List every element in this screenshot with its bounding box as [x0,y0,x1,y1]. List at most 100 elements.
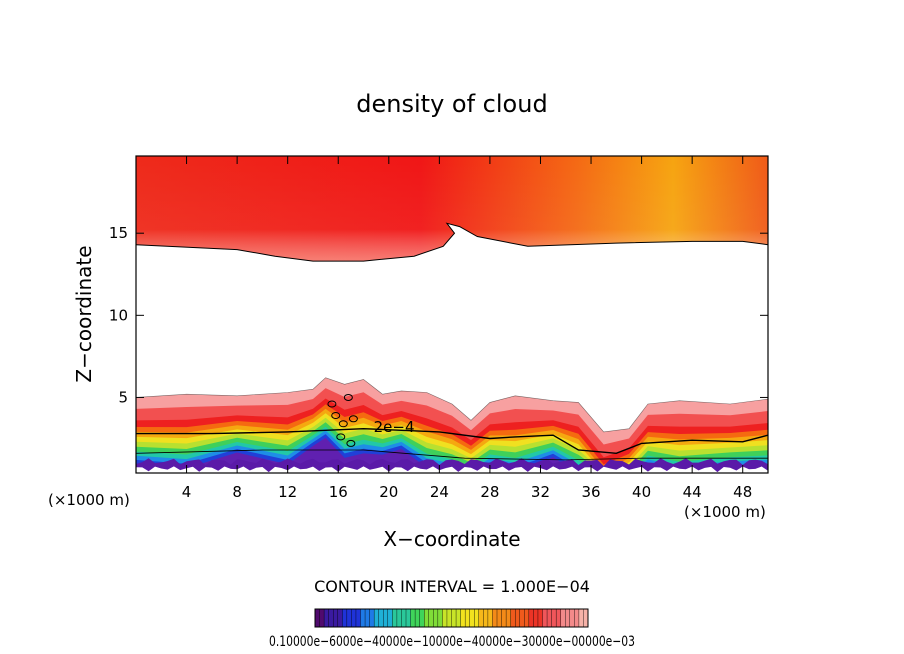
colorbar-swatch [396,608,402,628]
colorbar-swatch [464,608,471,628]
colorbar-swatch [524,608,530,628]
colorbar-swatch [419,608,425,628]
colorbar-swatch [355,608,362,628]
x-tick-label: 40 [632,483,651,501]
colorbar-swatch [333,608,339,628]
colorbar-swatch [455,608,462,628]
colorbar-swatch [319,608,325,628]
colorbar-swatch [537,608,544,628]
colorbar-swatch [528,608,534,628]
colorbar [314,608,589,628]
x-tick-label: 44 [683,483,702,501]
contour-blob [338,420,348,428]
x-tick-label: 28 [480,483,499,501]
colorbar-swatch [510,608,516,628]
colorbar-swatch [492,608,498,628]
upper-cloud-layer [136,156,768,262]
colorbar-swatch [578,608,584,628]
colorbar-swatch [428,608,434,628]
contour-2e-4-line [136,427,768,455]
x-axis-ticks: 4 8 12 16 20 24 28 32 36 40 44 48 [182,156,752,501]
upper-cloud-base-contour [136,222,768,262]
contour-blob [331,412,341,420]
x-tick-label: 36 [581,483,600,501]
colorbar-swatch [551,608,557,628]
colorbar-swatch [369,608,375,628]
colorbar-swatch [346,608,352,628]
contour-blob [343,393,353,401]
colorbar-swatch [364,608,371,628]
contour-blob [336,433,346,441]
y-axis-label: Z−coordinate [72,245,96,382]
contour-interval-text: CONTOUR INTERVAL = 1.000E−04 [314,577,590,596]
colorbar-swatch [560,608,566,628]
x-tick-label: 4 [182,483,192,501]
colorbar-swatch [487,608,493,628]
colorbar-swatch [414,608,421,628]
colorbar-swatch [460,608,466,628]
x-unit-right: (×1000 m) [684,503,766,521]
colorbar-swatch [383,608,389,628]
colorbar-swatch [401,608,407,628]
colorbar-swatch [496,608,503,628]
colorbar-swatch [565,608,571,628]
colorbar-swatch [378,608,384,628]
contour-blob [327,400,337,408]
lower-cloud-layer [136,377,768,473]
colorbar-swatch [469,608,475,628]
colorbar-swatch [360,608,366,628]
colorbar-swatch [387,608,393,628]
colorbar-swatch [373,608,380,628]
colorbar-swatch [442,608,448,628]
colorbar-swatch [451,608,457,628]
x-tick-label: 8 [232,483,242,501]
below-cloud-clear [136,466,768,473]
colorbar-swatch [446,608,453,628]
colorbar-swatch [505,608,512,628]
y-tick-label: 10 [109,306,128,324]
chart-title: density of cloud [356,90,547,118]
colorbar-swatch [314,608,321,628]
upper-cloud-edge-shade [136,156,768,262]
y-axis-ticks: 5 10 15 [109,224,768,406]
colorbar-swatch [328,608,334,628]
x-tick-label: 32 [531,483,550,501]
colorbar-swatch [569,608,575,628]
colorbar-swatch [501,608,507,628]
contour-top-line [136,377,768,433]
colorbar-swatch [474,608,480,628]
plot-area [136,156,768,473]
colorbar-swatch [405,608,412,628]
colorbar-swatch [433,608,439,628]
colorbar-swatch [392,608,398,628]
x-tick-label: 24 [430,483,449,501]
plot-frame [135,155,769,474]
colorbar-swatch [410,608,416,628]
colorbar-swatch [542,608,548,628]
colorbar-swatch [555,608,562,628]
colorbar-swatch [351,608,357,628]
x-tick-label: 48 [733,483,752,501]
colorbar-frame [314,608,589,628]
contour-blob [348,415,358,423]
x-unit-left: (×1000 m) [48,491,130,509]
colorbar-swatch [519,608,525,628]
colorbar-swatch [437,608,443,628]
x-tick-label: 12 [278,483,297,501]
x-tick-label: 20 [379,483,398,501]
colorbar-tick-labels: 0.10000e−6000e−40000e−10000e−40000e−3000… [269,634,635,650]
contour-lower-line [136,449,768,461]
colorbar-swatch [574,608,580,628]
colorbar-swatch [533,608,539,628]
colorbar-swatch [478,608,484,628]
colorbar-swatch [483,608,489,628]
colorbar-swatch [337,608,343,628]
contour-blob [346,439,356,447]
contour-lines [136,377,768,461]
colorbar-swatch [323,608,330,628]
colorbar-swatch [515,608,521,628]
y-tick-label: 5 [118,388,128,406]
x-axis-label: X−coordinate [383,527,520,551]
contour-value-label: 2e−4 [374,418,415,436]
